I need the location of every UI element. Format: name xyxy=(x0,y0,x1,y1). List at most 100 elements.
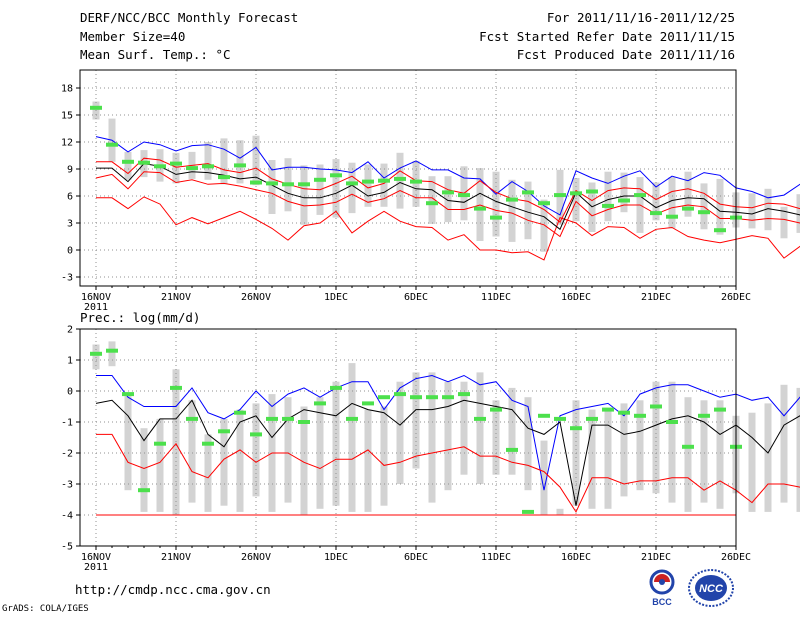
prec-spread-bar xyxy=(380,406,388,506)
temp-spread-bar xyxy=(252,135,260,186)
prec-spread-bar xyxy=(140,428,148,512)
prec-median-mark xyxy=(442,395,454,400)
temp-spread-bar xyxy=(380,163,388,207)
prec-median-mark xyxy=(634,413,646,418)
temp-spread-bar xyxy=(332,159,340,218)
prec-spread-bar xyxy=(348,363,356,512)
prec-x-tick-label: 16DEC xyxy=(561,552,591,563)
temp-spread-bar xyxy=(268,160,276,214)
temp-median-mark xyxy=(666,214,678,219)
temp-min-line xyxy=(96,196,800,261)
temp-median-mark xyxy=(250,180,262,185)
prec-spread-bar xyxy=(428,372,436,503)
prec-spread-bar xyxy=(236,409,244,512)
temp-median-mark xyxy=(186,166,198,171)
temp-spread-bar xyxy=(556,169,564,225)
temp-spread-bar xyxy=(204,142,212,180)
started-date: Fcst Started Refer Date 2011/11/15 xyxy=(479,28,735,44)
temp-x-tick-label: 6DEC xyxy=(404,292,428,303)
prec-median-mark xyxy=(650,404,662,409)
prec-spread-bar xyxy=(92,344,100,370)
prec-median-mark xyxy=(474,416,486,421)
temp-median-mark xyxy=(682,206,694,211)
prec-median-mark xyxy=(426,395,438,400)
temp-median-mark xyxy=(234,163,246,168)
prec-median-mark xyxy=(410,395,422,400)
prec-spread-bar xyxy=(156,418,164,512)
temp-median-mark xyxy=(346,181,358,186)
prec-spread-bar xyxy=(172,369,180,515)
temp-median-mark xyxy=(170,161,182,166)
prec-spread-bar xyxy=(684,397,692,512)
temp-median-mark xyxy=(202,164,214,169)
prec-median-mark xyxy=(522,509,534,514)
temp-median-mark xyxy=(362,179,374,184)
temp-x-tick-label: 11DEC xyxy=(481,292,511,303)
header-right: For 2011/11/16-2011/12/25 Fcst Started R… xyxy=(479,9,735,65)
prec-y-tick-label: -1 xyxy=(61,418,73,429)
prec-y-tick-label: -5 xyxy=(61,542,73,553)
temp-median-mark xyxy=(154,164,166,169)
prec-spread-bar xyxy=(396,381,404,484)
temp-spread-bar xyxy=(716,178,724,235)
prec-spread-bar xyxy=(284,397,292,503)
temp-spread-bar xyxy=(348,162,356,214)
temp-spread-bar xyxy=(508,179,516,242)
prec-spread-bar xyxy=(220,418,228,506)
temp-spread-bar xyxy=(364,164,372,207)
ncc-logo-text: NCC xyxy=(699,583,724,595)
temp-spread-bar xyxy=(668,177,676,229)
temp-spread-bar xyxy=(428,176,436,224)
produced-date: Fcst Produced Date 2011/11/16 xyxy=(516,47,735,62)
temp-spread-bar xyxy=(492,171,500,237)
temp-y-tick-label: 18 xyxy=(61,84,73,95)
temp-median-mark xyxy=(426,201,438,206)
prec-y-tick-label: -2 xyxy=(61,449,73,460)
temp-y-tick-label: 9 xyxy=(67,165,73,176)
temp-spread-bar xyxy=(684,171,692,217)
prec-spread-bar xyxy=(620,403,628,497)
prec-panel: -5 -4 -3 -2 -1 0 1 2 16NOV 21NOV 26NOV 1DEC 6DEC 11DE… xyxy=(61,325,800,573)
temp-median-mark xyxy=(378,178,390,183)
temp-median-mark xyxy=(330,173,342,178)
temp-x-tick-label: 21DEC xyxy=(641,292,671,303)
temp-median-mark xyxy=(618,198,630,203)
prec-spread-bar xyxy=(668,381,676,503)
prec-x-tick-label: 11DEC xyxy=(481,552,511,563)
prec-min-line xyxy=(96,433,800,513)
prec-median-mark xyxy=(362,401,374,406)
temp-spread-bar xyxy=(444,176,452,223)
temp-median-mark xyxy=(538,201,550,206)
prec-median-mark xyxy=(122,392,134,397)
temp-median-mark xyxy=(554,193,566,198)
temp-median-mark xyxy=(442,190,454,195)
temp-median-mark xyxy=(90,105,102,110)
prec-median-mark xyxy=(602,407,614,412)
source-url[interactable]: http://cmdp.ncc.cma.gov.cn xyxy=(75,582,271,597)
temp-median-mark xyxy=(410,179,422,184)
prec-x-tick-label: 1DEC xyxy=(324,552,348,563)
temp-spread-bar xyxy=(124,151,132,180)
temp-spread-bar xyxy=(748,193,756,229)
temp-y-tick-label: 6 xyxy=(67,192,73,203)
prec-spread-bar xyxy=(748,412,756,512)
temp-spread-bar xyxy=(524,181,532,240)
temp-median-mark xyxy=(602,203,614,208)
temp-y-tick-label: 0 xyxy=(67,246,73,257)
temp-spread-bar xyxy=(300,165,308,225)
prec-x-tick-label: 26NOV xyxy=(241,552,271,563)
temp-median-mark xyxy=(106,142,118,147)
prec-median-mark xyxy=(490,407,502,412)
temp-spread-bar xyxy=(236,140,244,184)
prec-spread-bar xyxy=(508,387,516,475)
prec-x-tick-label: 21NOV xyxy=(161,552,191,563)
temp-panel: -3 0 3 6 9 12 15 18 16NOV 21NOV 26NOV 1DEC 6DEC 11DEC… xyxy=(61,69,800,313)
header-left: DERF/NCC/BCC Monthly Forecast Member Siz… xyxy=(80,9,298,65)
prec-median-mark xyxy=(250,432,262,437)
temp-x-tick-label: 26DEC xyxy=(721,292,751,303)
temp-median-mark xyxy=(282,182,294,187)
prec-spread-bar xyxy=(332,381,340,506)
prec-x-tick-label: 6DEC xyxy=(404,552,428,563)
temp-spread-bar xyxy=(780,206,788,239)
